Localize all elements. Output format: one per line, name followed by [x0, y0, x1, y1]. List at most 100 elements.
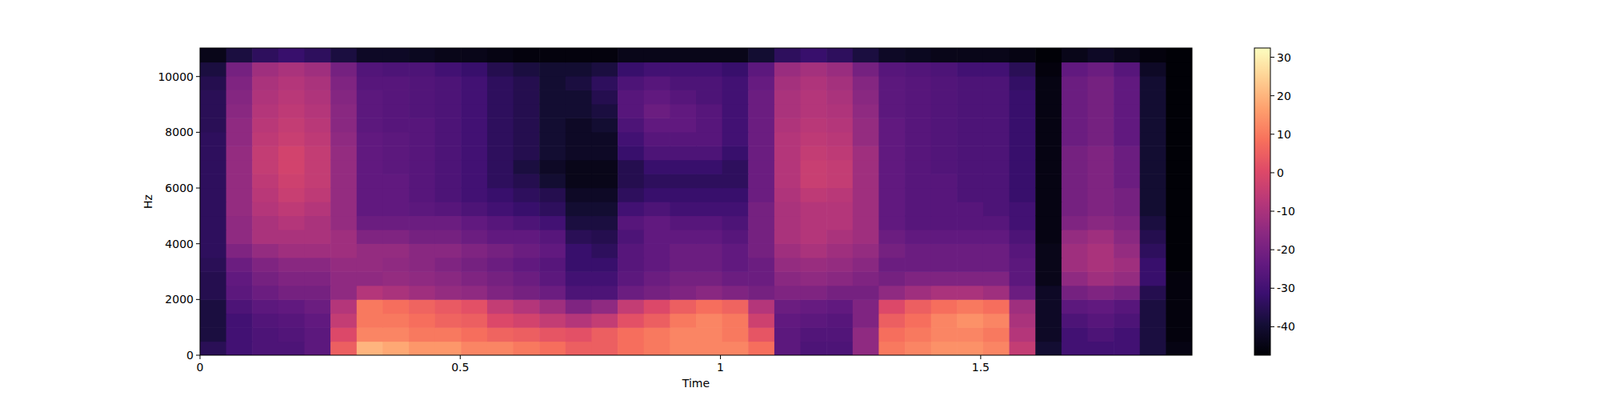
cell	[200, 257, 227, 272]
cell	[956, 327, 984, 342]
cell	[460, 145, 488, 160]
colorbar-tick-label: -10	[1276, 204, 1296, 218]
cell	[1140, 76, 1167, 91]
cell	[748, 313, 775, 328]
cell	[539, 313, 566, 328]
cell	[487, 173, 514, 188]
cell	[1061, 188, 1088, 203]
cell	[956, 104, 984, 119]
cell	[408, 285, 436, 300]
cell	[826, 61, 853, 76]
cell	[539, 61, 566, 76]
cell	[1140, 299, 1167, 314]
cell	[852, 313, 880, 328]
cell	[1035, 104, 1062, 119]
cell	[617, 104, 644, 119]
cell	[513, 104, 540, 119]
cell	[800, 215, 828, 230]
cell	[696, 341, 723, 356]
cell	[1165, 76, 1192, 91]
cell	[200, 132, 227, 147]
cell	[591, 160, 618, 175]
cell	[1140, 89, 1167, 104]
cell	[696, 76, 723, 91]
cell	[774, 243, 801, 258]
cell	[278, 76, 305, 91]
cell	[200, 76, 227, 91]
cell	[460, 188, 488, 203]
cell	[696, 104, 723, 119]
cell	[826, 215, 853, 230]
cell	[774, 229, 801, 244]
cell	[1113, 188, 1140, 203]
cell	[591, 285, 618, 300]
cell	[956, 215, 984, 230]
cell	[226, 215, 253, 230]
cell	[278, 243, 305, 258]
cell	[539, 215, 566, 230]
cell	[1009, 104, 1036, 119]
cell	[513, 257, 540, 272]
cell	[878, 201, 905, 216]
cell	[800, 173, 828, 188]
cell	[304, 243, 332, 258]
cell	[200, 48, 227, 63]
cell	[1009, 188, 1036, 203]
cell	[669, 48, 696, 63]
cell	[591, 48, 618, 63]
cell	[278, 48, 305, 63]
cell	[800, 104, 828, 119]
cell	[487, 201, 514, 216]
cell	[226, 48, 253, 63]
cell	[983, 257, 1010, 272]
cell	[669, 243, 696, 258]
colorbar-tick	[1270, 95, 1275, 96]
cell	[931, 341, 958, 356]
cell	[956, 341, 984, 356]
colorbar-tick	[1270, 249, 1275, 251]
cell	[748, 61, 775, 76]
colorbar-tick	[1270, 172, 1275, 173]
cell	[513, 117, 540, 132]
cell	[800, 229, 828, 244]
cell	[304, 257, 332, 272]
cell	[931, 132, 958, 147]
cell	[800, 327, 828, 342]
colorbar-tick-label: 10	[1276, 128, 1292, 141]
cell	[539, 201, 566, 216]
cell	[1061, 271, 1088, 286]
cell	[304, 313, 332, 328]
cell	[774, 299, 801, 314]
cell	[1035, 229, 1062, 244]
spectrogram	[200, 48, 1192, 356]
cell	[408, 48, 436, 63]
cell	[252, 89, 279, 104]
cell	[278, 104, 305, 119]
cell	[382, 89, 409, 104]
cell	[565, 313, 592, 328]
cell	[669, 160, 696, 175]
cell	[591, 327, 618, 342]
cell	[200, 145, 227, 160]
cell	[226, 257, 253, 272]
colorbar-tick	[1270, 288, 1275, 289]
cell	[330, 285, 357, 300]
cell	[800, 48, 828, 63]
cell	[487, 61, 514, 76]
cell	[565, 48, 592, 63]
cell	[200, 215, 227, 230]
cell	[1061, 215, 1088, 230]
cell	[1113, 160, 1140, 175]
cell	[1035, 243, 1062, 258]
cell	[382, 76, 409, 91]
cell	[278, 117, 305, 132]
cell	[1087, 132, 1114, 147]
cell	[356, 89, 384, 104]
cell	[1061, 257, 1088, 272]
cell	[826, 327, 853, 342]
cell	[878, 229, 905, 244]
colorbar-tick-label: 30	[1276, 51, 1292, 64]
cell	[356, 299, 384, 314]
cell	[748, 327, 775, 342]
cell	[617, 215, 644, 230]
